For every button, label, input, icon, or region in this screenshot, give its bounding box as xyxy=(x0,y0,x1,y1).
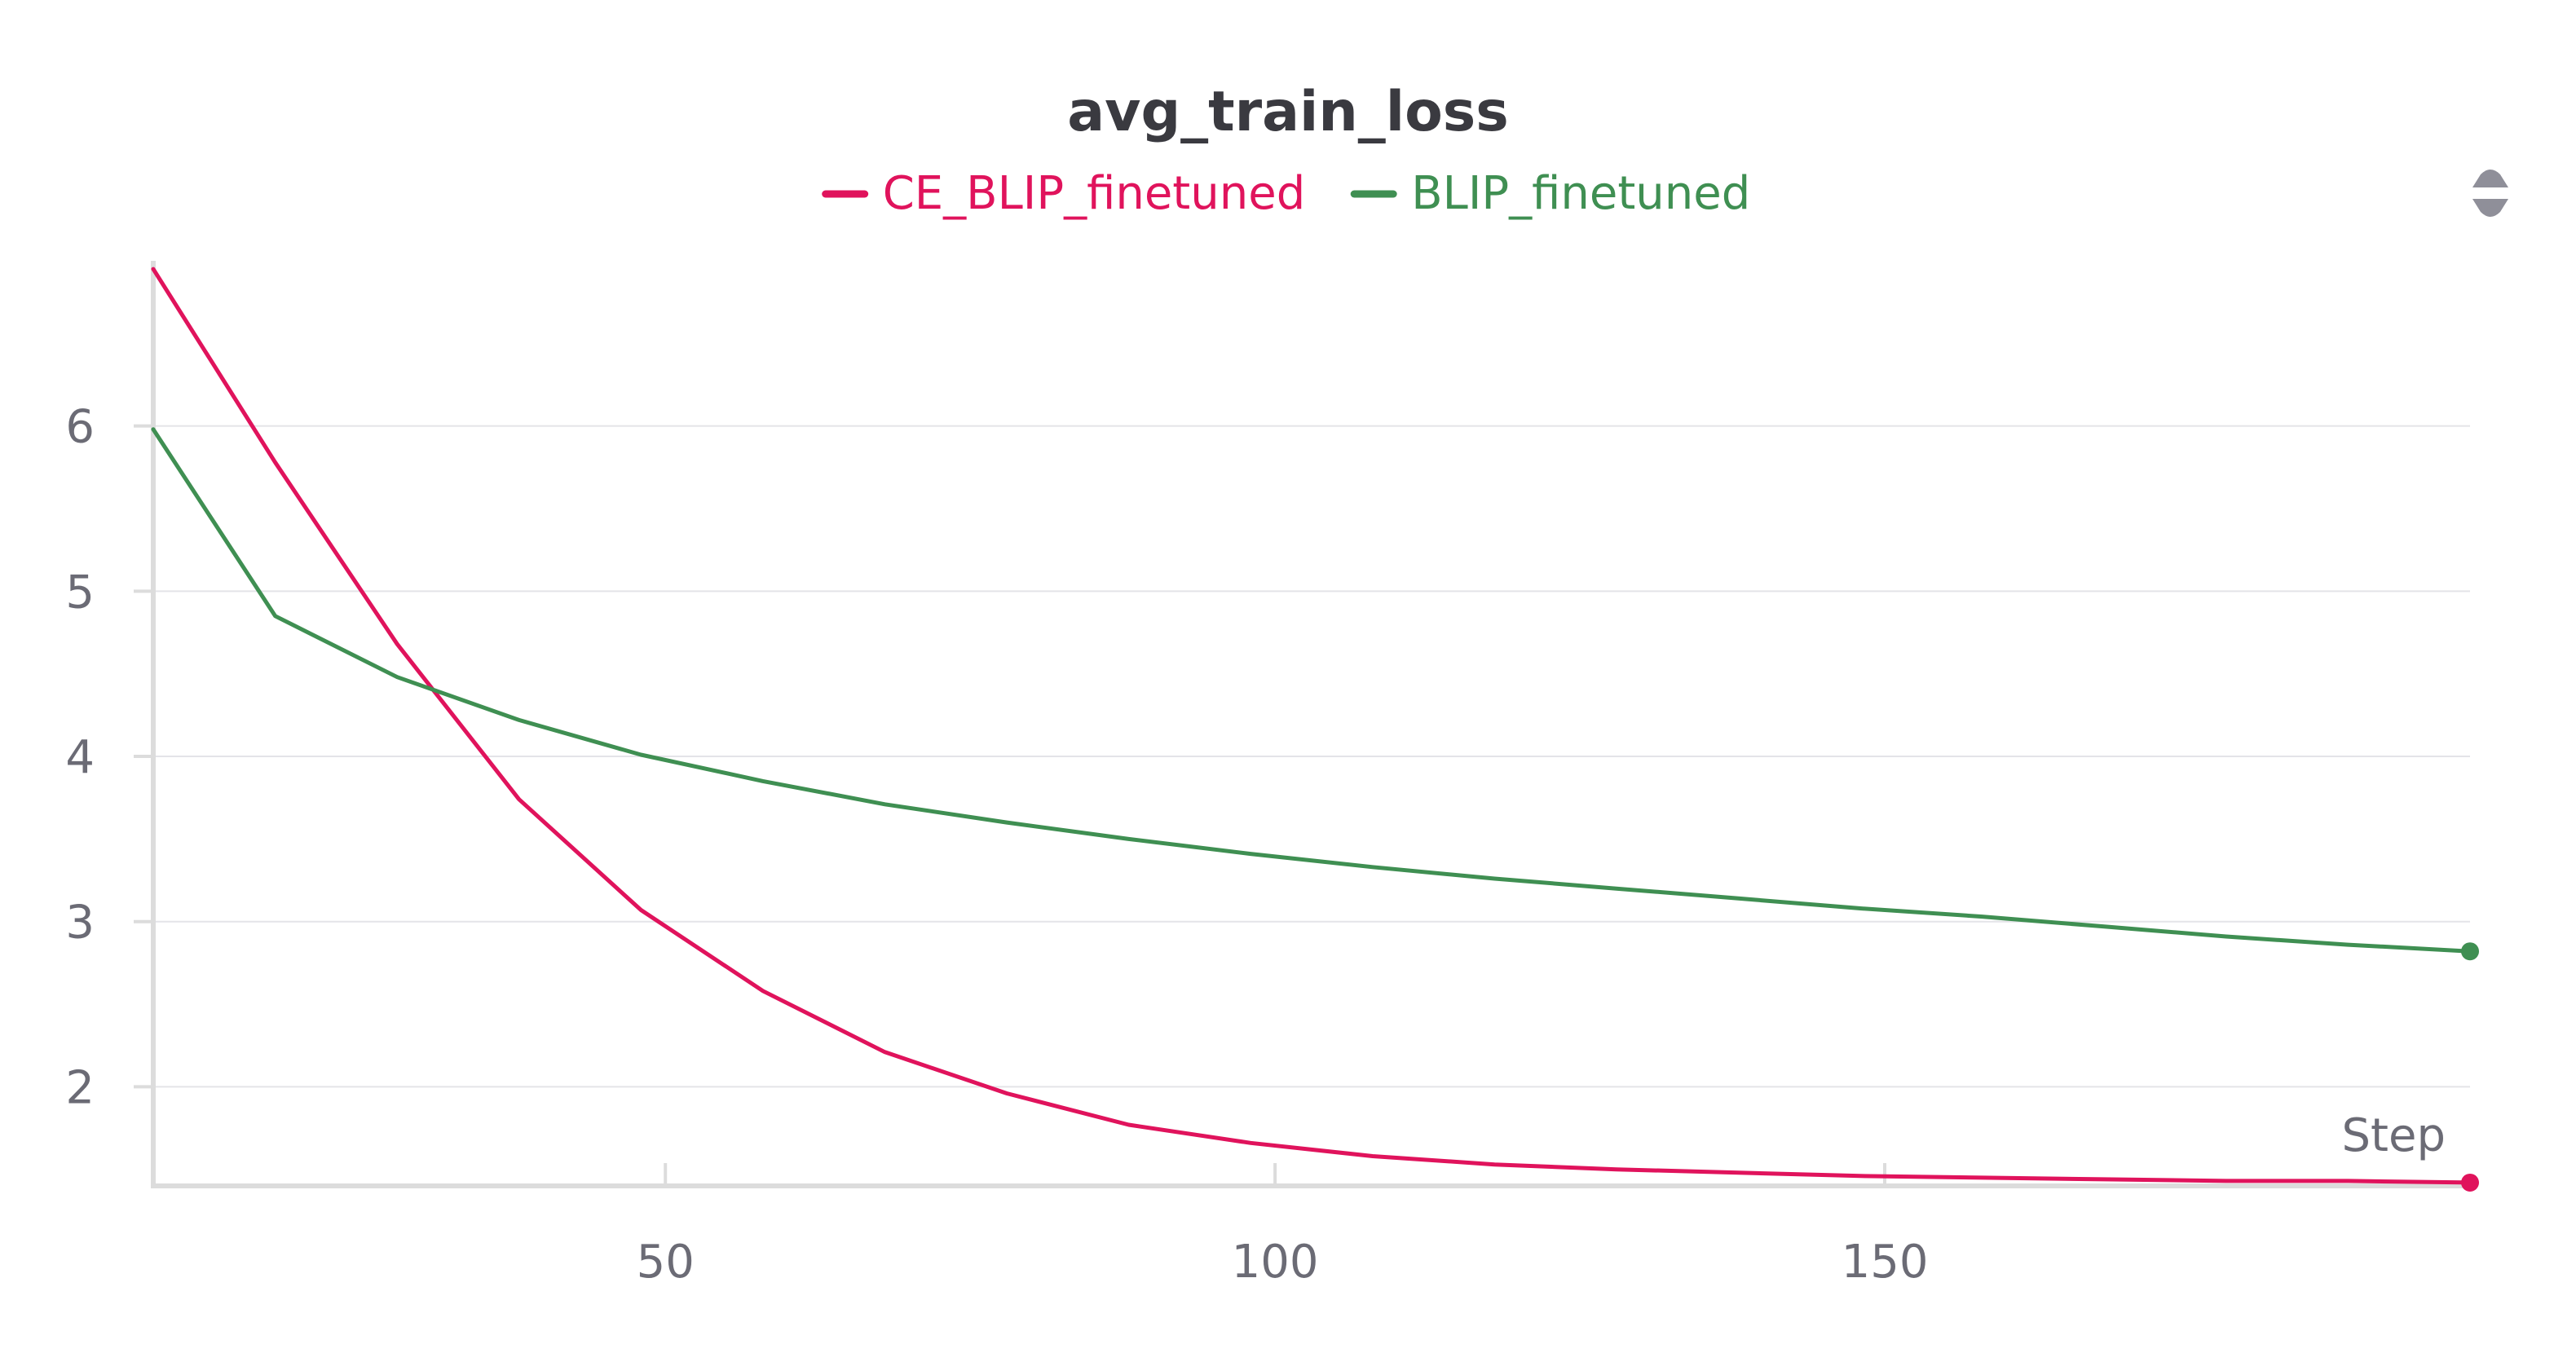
y-tick-label: 5 xyxy=(65,566,95,619)
y-tick-label: 6 xyxy=(65,401,95,454)
chart-title: avg_train_loss xyxy=(1067,80,1509,144)
x-tick-label: 150 xyxy=(1842,1236,1929,1289)
x-axis-ticks: 50 100 150 xyxy=(637,1163,1929,1289)
y-tick-label: 2 xyxy=(65,1061,95,1114)
x-tick-label: 100 xyxy=(1232,1236,1319,1289)
series-group xyxy=(151,267,2479,1192)
y-tick-label: 3 xyxy=(65,897,95,950)
legend-label: BLIP_finetuned xyxy=(1411,167,1750,220)
chevron-down-icon[interactable] xyxy=(2472,199,2508,217)
legend-item[interactable]: BLIP_finetuned xyxy=(1350,167,1750,220)
series-end-point-CE_BLIP_finetuned xyxy=(2461,1173,2479,1192)
legend: CE_BLIP_finetuned BLIP_finetuned xyxy=(822,167,1750,220)
y-axis-ticks: 2 3 4 5 6 xyxy=(65,401,153,1114)
legend-label: CE_BLIP_finetuned xyxy=(883,167,1306,220)
y-tick-label: 4 xyxy=(65,731,95,784)
series-end-point-BLIP_finetuned xyxy=(2461,942,2479,961)
series-line-CE_BLIP_finetuned xyxy=(151,267,2472,1185)
legend-scroll-control[interactable] xyxy=(2472,170,2508,217)
grid xyxy=(153,425,2470,1088)
series-line-BLIP_finetuned xyxy=(151,427,2472,954)
x-axis-label: Step xyxy=(2341,1109,2446,1162)
legend-item[interactable]: CE_BLIP_finetuned xyxy=(822,167,1306,220)
chevron-up-icon[interactable] xyxy=(2472,170,2508,187)
x-tick-label: 50 xyxy=(637,1236,695,1289)
